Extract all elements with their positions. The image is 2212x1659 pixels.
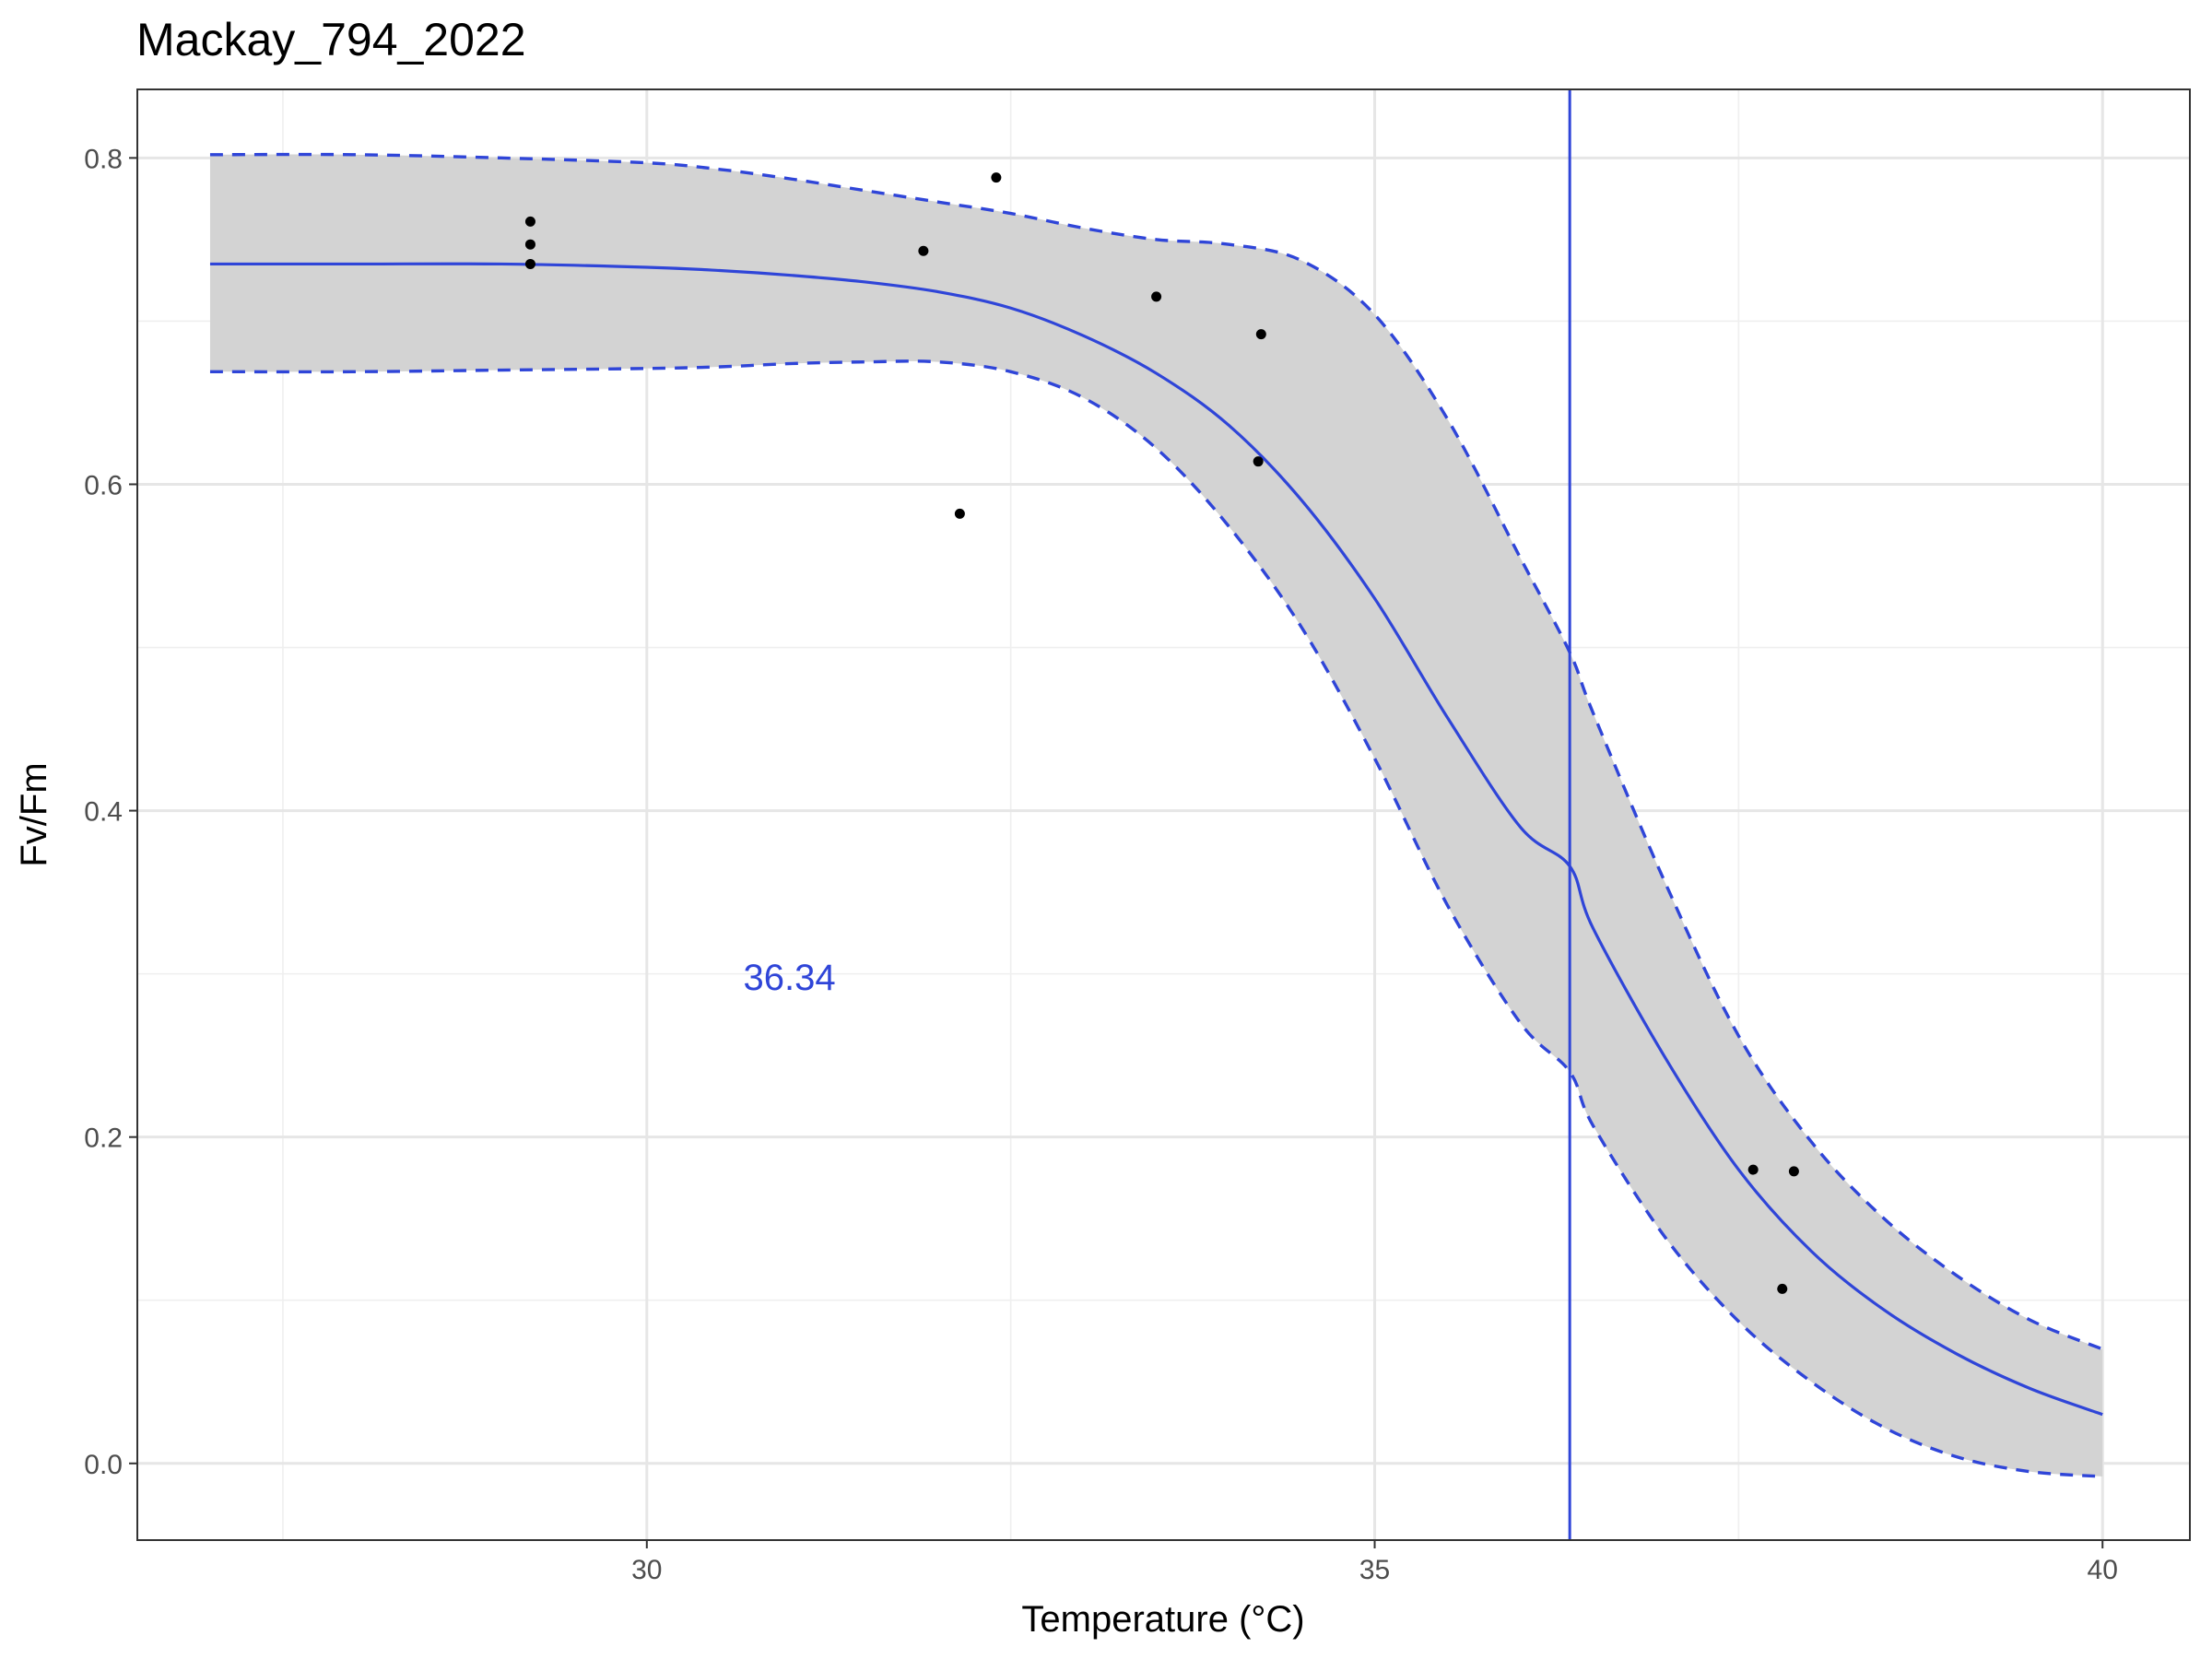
- data-point: [1789, 1166, 1799, 1176]
- y-axis-title: Fv/Fm: [14, 762, 54, 866]
- x-tick-label: 35: [1359, 1555, 1390, 1585]
- x-axis-title: Temperature (°C): [1021, 1599, 1304, 1640]
- x-tick-label: 40: [2088, 1555, 2118, 1585]
- data-point: [1256, 329, 1266, 339]
- data-point: [991, 172, 1001, 182]
- y-tick-label: 0.8: [84, 144, 123, 174]
- chart-title: Mackay_794_2022: [136, 14, 526, 65]
- data-point: [1151, 291, 1161, 301]
- data-point: [1748, 1165, 1759, 1175]
- y-tick-label: 0.2: [84, 1124, 123, 1154]
- data-point: [525, 217, 535, 227]
- plot-panel: 36.34: [137, 89, 2190, 1540]
- data-point: [1777, 1284, 1787, 1294]
- x-tick-label: 30: [631, 1555, 662, 1585]
- y-tick-label: 0.6: [84, 470, 123, 500]
- data-point: [918, 246, 928, 256]
- threshold-annotation: 36.34: [744, 958, 836, 998]
- data-point: [955, 509, 965, 519]
- y-tick-label: 0.4: [84, 797, 123, 828]
- data-point: [525, 240, 535, 250]
- data-point: [1253, 456, 1264, 466]
- y-tick-label: 0.0: [84, 1450, 123, 1480]
- data-point: [525, 259, 535, 269]
